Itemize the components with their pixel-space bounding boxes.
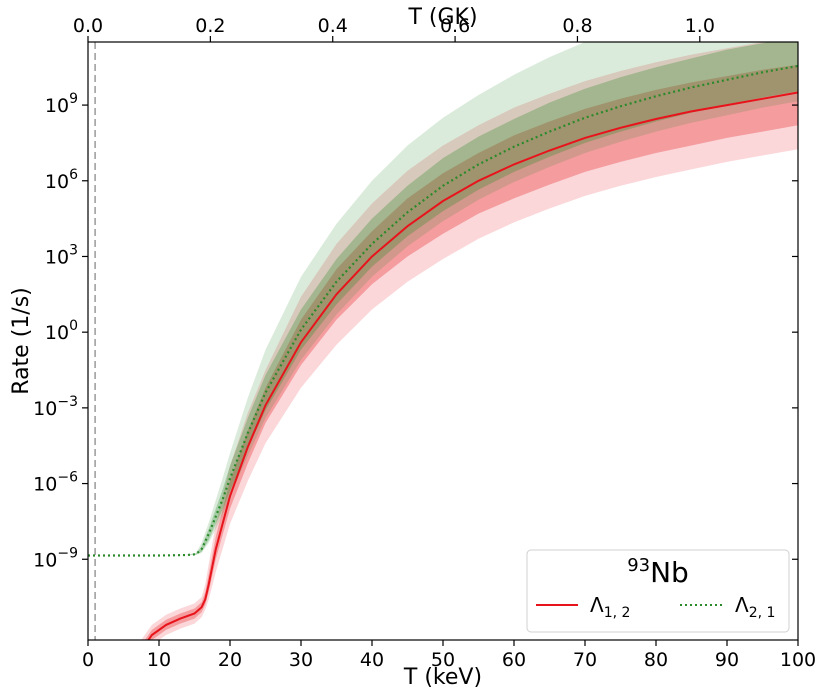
y-tick-label: 10−9 bbox=[33, 545, 78, 571]
y-tick-label: 106 bbox=[45, 167, 78, 193]
legend-title-element: Nb bbox=[650, 556, 689, 589]
top-tick-label: 0.2 bbox=[195, 15, 225, 37]
x-tick-label: 0 bbox=[82, 649, 94, 671]
x-tick-label: 40 bbox=[360, 649, 384, 671]
top-axis-ticks: 0.0 0.2 0.4 0.6 0.8 1.0 bbox=[73, 15, 715, 42]
x-tick-label: 50 bbox=[431, 649, 455, 671]
x-tick-label: 60 bbox=[502, 649, 526, 671]
x-tick-label: 100 bbox=[780, 649, 816, 671]
series-lines bbox=[88, 64, 798, 640]
x-tick-label: 80 bbox=[644, 649, 668, 671]
y-axis-label: Rate (1/s) bbox=[9, 287, 34, 394]
y-tick-label: 109 bbox=[45, 91, 78, 117]
y-tick-label: 10−3 bbox=[33, 394, 78, 420]
band-outer-lambda-12 bbox=[141, 42, 798, 640]
top-tick-label: 0.6 bbox=[440, 15, 470, 37]
y-tick-label: 103 bbox=[45, 242, 78, 268]
x-tick-label: 30 bbox=[289, 649, 313, 671]
y-axis-ticks: 109 106 103 100 10−3 10−6 10−9 bbox=[33, 91, 798, 571]
legend-title: 93Nb bbox=[627, 555, 689, 589]
y-tick-label: 10−6 bbox=[33, 470, 78, 496]
legend-title-mass-number: 93 bbox=[627, 555, 650, 576]
band-inner-lambda-21 bbox=[88, 42, 798, 556]
top-tick-label: 0.4 bbox=[318, 15, 348, 37]
legend-box bbox=[526, 549, 790, 633]
legend-label-lambda-12: Λ1, 2 bbox=[590, 593, 630, 621]
x-tick-label: 10 bbox=[147, 649, 171, 671]
y-tick-label: 100 bbox=[45, 318, 78, 344]
x-tick-label: 90 bbox=[715, 649, 739, 671]
top-axis-label: T (GK) bbox=[407, 5, 477, 30]
top-tick-label: 1.0 bbox=[685, 15, 715, 37]
x-axis-ticks: 0 10 20 30 40 50 60 70 80 90 100 bbox=[82, 640, 816, 671]
legend-label-lambda-21: Λ2, 1 bbox=[735, 593, 775, 621]
series-line-lambda-21 bbox=[88, 64, 798, 557]
series-line-lambda-12 bbox=[147, 91, 798, 640]
band-outer-lambda-21 bbox=[88, 42, 798, 556]
top-tick-label: 0.0 bbox=[73, 15, 103, 37]
x-tick-label: 20 bbox=[218, 649, 242, 671]
top-tick-label: 0.8 bbox=[562, 15, 592, 37]
legend: 93Nb Λ1, 2 Λ2, 1 bbox=[526, 549, 790, 633]
x-axis-label: T (keV) bbox=[403, 665, 482, 690]
x-tick-label: 70 bbox=[573, 649, 597, 671]
